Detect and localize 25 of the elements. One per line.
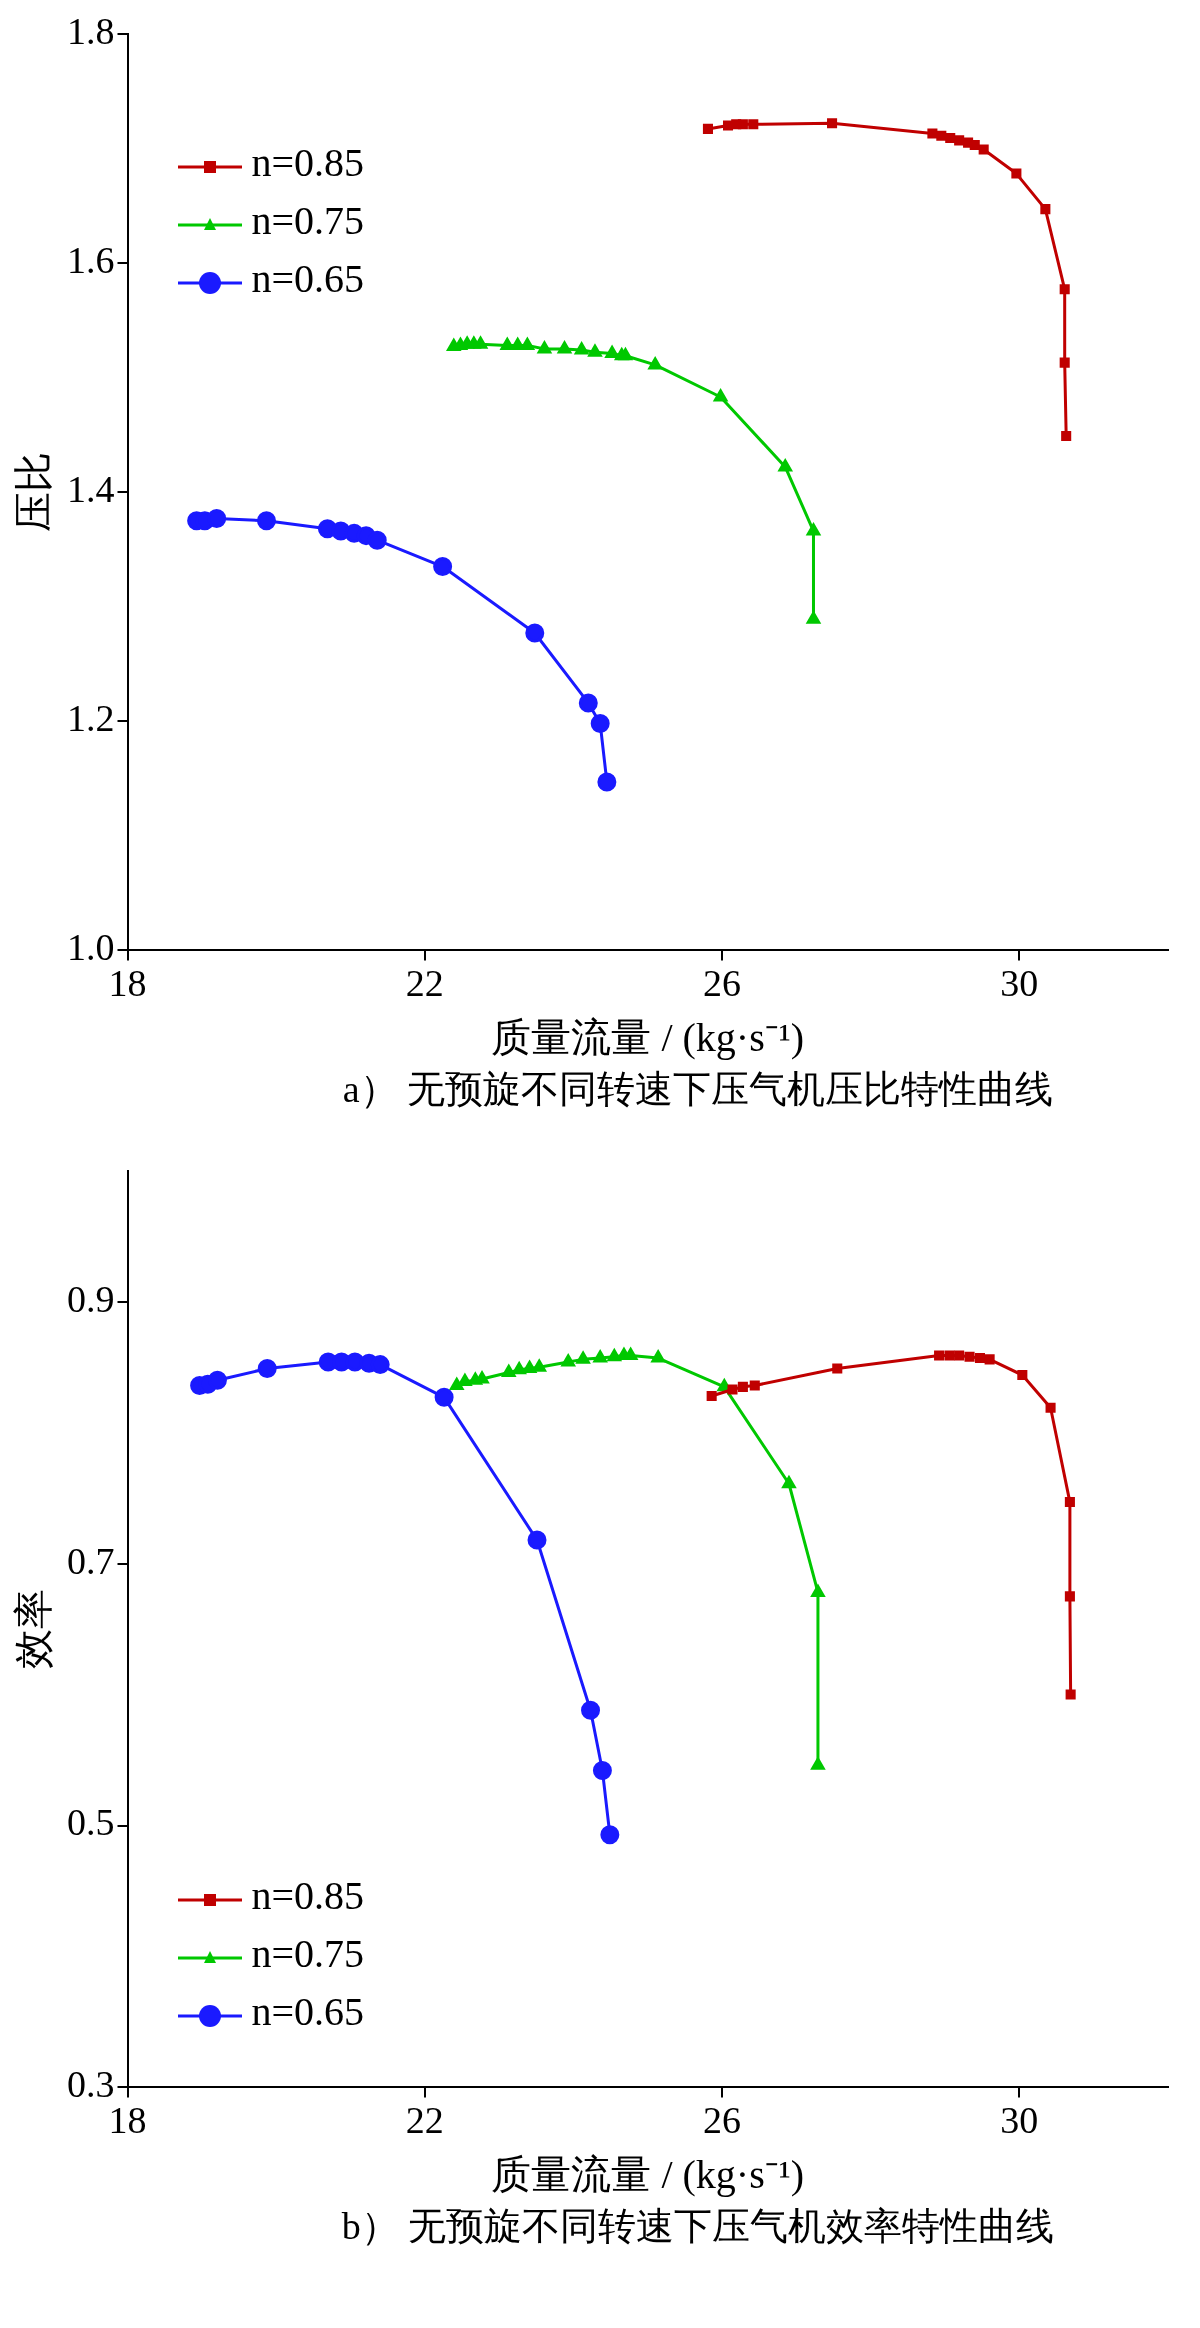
- legend-label: n=0.65: [251, 255, 365, 301]
- y-axis-title: 压比: [10, 452, 56, 533]
- y-tick-label: 1.8: [67, 9, 115, 52]
- text: b） 无预旋不同转速下压气机效率特性曲线: [340, 2204, 1056, 2249]
- x-tick-label: 26: [703, 962, 742, 1005]
- y-tick-label: 1.4: [67, 468, 115, 511]
- y-tick-label: 1.2: [67, 697, 115, 740]
- x-tick-label: 26: [703, 2099, 742, 2142]
- x-tick-label: 22: [405, 2099, 444, 2142]
- x-tick-label: 22: [405, 962, 444, 1005]
- legend-label: n=0.85: [251, 139, 365, 185]
- x-axis-title: 质量流量 / (kg·s⁻¹): [491, 1014, 805, 1060]
- y-tick-label: 0.9: [67, 1277, 115, 1320]
- x-tick-label: 30: [1000, 2099, 1039, 2142]
- legend-label: n=0.75: [251, 1931, 365, 1977]
- y-axis-title: 效率: [10, 1589, 56, 1670]
- y-tick-label: 1.6: [67, 238, 115, 281]
- x-axis-title: 质量流量 / (kg·s⁻¹): [491, 2151, 805, 2197]
- y-tick-label: 0.7: [67, 1539, 115, 1582]
- legend-label: n=0.65: [251, 1989, 365, 2035]
- legend-label: n=0.85: [251, 1873, 365, 1919]
- y-tick-label: 0.5: [67, 1801, 115, 1844]
- x-tick-label: 30: [1000, 962, 1039, 1005]
- legend-label: n=0.75: [251, 197, 365, 243]
- text: a） 无预旋不同转速下压气机压比特性曲线: [341, 1067, 1055, 1112]
